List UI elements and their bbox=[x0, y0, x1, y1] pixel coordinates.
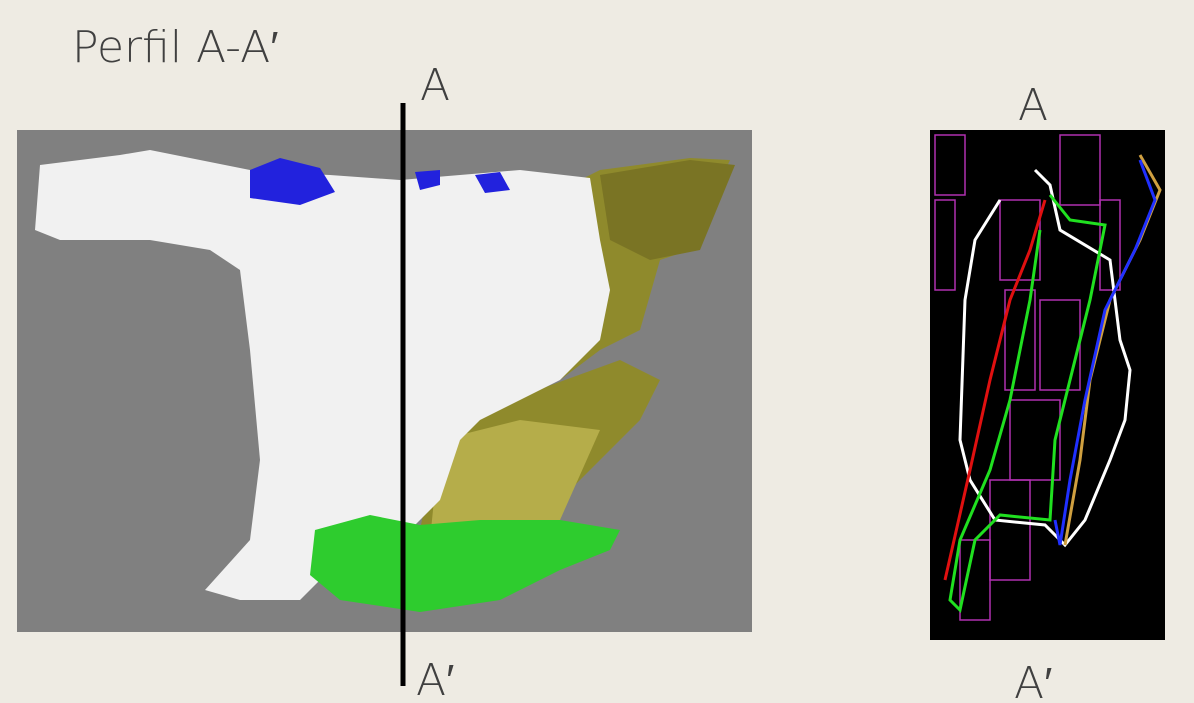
slide: Perfil A-A′ A A′ A A′ bbox=[0, 0, 1194, 703]
model-view: A A′ bbox=[17, 60, 752, 703]
slide-title: Perfil A-A′ bbox=[72, 22, 278, 73]
section-label-top: A bbox=[420, 60, 450, 111]
section-view: A A′ bbox=[930, 80, 1165, 703]
section-bottom-label: A′ bbox=[1014, 658, 1052, 703]
section-top-label: A bbox=[1018, 80, 1048, 131]
section-label-bottom: A′ bbox=[416, 655, 454, 703]
